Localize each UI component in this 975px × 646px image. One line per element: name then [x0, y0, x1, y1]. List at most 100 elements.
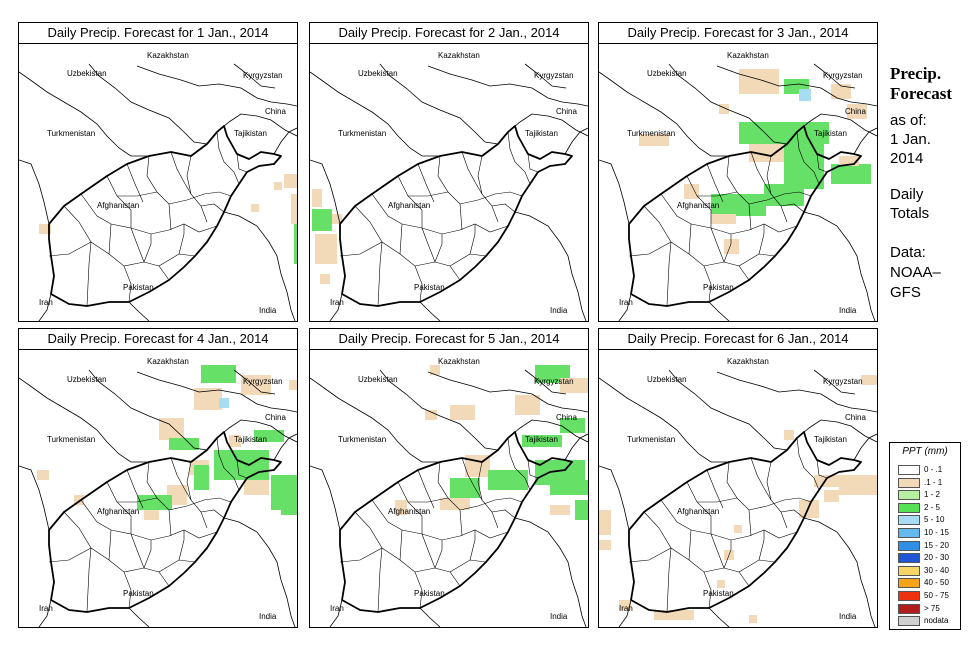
country-boundary: [564, 433, 588, 461]
afghanistan-border: [628, 125, 862, 307]
province-boundary: [371, 193, 509, 235]
precip-cell: [839, 475, 877, 495]
province-boundary: [491, 509, 516, 519]
map-label-turkmenistan: Turkmenistan: [338, 435, 386, 444]
province-boundary: [469, 224, 476, 255]
afghanistan-border: [48, 431, 282, 613]
map-label-china: China: [265, 107, 286, 116]
panel-title: Daily Precip. Forecast for 6 Jan., 2014: [599, 329, 877, 350]
province-boundary: [738, 559, 776, 573]
panel-title: Daily Precip. Forecast for 1 Jan., 2014: [19, 23, 297, 44]
precip-cell: [550, 480, 588, 495]
map-label-kazakhstan: Kazakhstan: [727, 51, 769, 60]
province-boundary: [758, 530, 765, 561]
legend-swatch: [898, 553, 920, 564]
precip-cell: [214, 450, 269, 480]
panel-title: Daily Precip. Forecast for 2 Jan., 2014: [310, 23, 588, 44]
province-boundary: [434, 234, 443, 263]
map-label-india: India: [550, 612, 568, 621]
forecast-map: Uzbekistan Kazakhstan Kyrgyzstan China Turkm…: [310, 357, 588, 627]
precip-cell: [395, 500, 407, 515]
map-label-china: China: [265, 413, 286, 422]
province-boundary: [414, 567, 461, 587]
map-label-kyrgyzstan: Kyrgyzstan: [243, 71, 283, 80]
ppt-legend: PPT (mm) 0 - .1 .1 - 1 1 - 2 2 - 5 5 - 10 10 …: [889, 442, 961, 630]
country-boundary: [19, 71, 147, 157]
map-label-pakistan: Pakistan: [414, 589, 445, 598]
province-boundary: [399, 529, 403, 561]
province-boundary: [670, 547, 712, 609]
province-boundary: [816, 153, 828, 173]
map-label-uzbekistan: Uzbekistan: [358, 69, 398, 78]
forecast-map: Uzbekistan Kazakhstan Kyrgyzstan China Turkm…: [19, 357, 297, 627]
country-boundary: [379, 369, 499, 451]
map-label-turkmenistan: Turkmenistan: [338, 129, 386, 138]
forecast-panel-1: Daily Precip. Forecast for 1 Jan., 2014 …: [18, 22, 298, 322]
legend-label: 2 - 5: [924, 502, 941, 512]
country-boundary: [524, 369, 567, 395]
country-boundary: [136, 371, 297, 413]
province-boundary: [216, 131, 240, 185]
precip-cell: [719, 104, 729, 114]
province-boundary: [339, 547, 383, 563]
country-boundary: [88, 63, 208, 145]
precip-cell: [254, 430, 284, 442]
panel-title: Daily Precip. Forecast for 3 Jan., 2014: [599, 23, 877, 44]
province-boundary: [461, 457, 483, 501]
province-boundary: [170, 457, 192, 501]
precip-cell: [284, 174, 297, 188]
province-boundary: [750, 151, 772, 195]
map-label-afghanistan: Afghanistan: [677, 507, 719, 516]
map-label-pakistan: Pakistan: [123, 589, 154, 598]
country-boundary: [708, 301, 730, 321]
side-date-year: 2014: [890, 150, 924, 167]
province-boundary: [688, 223, 692, 255]
country-boundary: [427, 65, 588, 107]
province-boundary: [130, 227, 145, 263]
map-label-kyrgyzstan: Kyrgyzstan: [534, 71, 574, 80]
map-label-iran: Iran: [330, 298, 344, 307]
country-boundary: [796, 419, 877, 443]
country-boundary: [233, 63, 276, 89]
province-boundary: [688, 529, 692, 561]
map-label-iran: Iran: [619, 604, 633, 613]
province-boundary: [63, 205, 92, 307]
province-boundary: [710, 533, 725, 569]
province-boundary: [459, 497, 523, 511]
map-label-tajikistan: Tajikistan: [234, 129, 267, 138]
map-label-afghanistan: Afghanistan: [388, 507, 430, 516]
precip-cell: [229, 435, 241, 447]
province-boundary: [80, 193, 218, 235]
map-label-iran: Iran: [39, 604, 53, 613]
province-boundary: [216, 437, 240, 491]
precip-cell: [522, 435, 562, 447]
province-boundary: [108, 529, 112, 561]
province-boundary: [780, 203, 805, 213]
map-label-uzbekistan: Uzbekistan: [358, 375, 398, 384]
province-boundary: [697, 191, 738, 197]
country-boundary: [796, 113, 877, 137]
country-boundary: [618, 293, 632, 321]
precip-cell: [684, 184, 699, 199]
province-boundary: [408, 497, 449, 503]
country-boundary: [564, 127, 588, 155]
map-label-china: China: [845, 107, 866, 116]
province-boundary: [766, 461, 788, 529]
province-boundary: [758, 224, 765, 255]
province-boundary: [381, 241, 423, 303]
province-boundary: [236, 153, 248, 173]
province-boundary: [106, 175, 132, 228]
country-boundary: [273, 433, 297, 461]
province-boundary: [748, 497, 812, 511]
map-label-afghanistan: Afghanistan: [677, 201, 719, 210]
country-boundary: [419, 607, 441, 627]
legend-label: 20 - 30: [924, 553, 949, 563]
map-label-iran: Iran: [330, 604, 344, 613]
province-boundary: [168, 497, 232, 511]
forecast-map: Uzbekistan Kazakhstan Kyrgyzstan China Turkm…: [599, 51, 877, 321]
map-label-tajikistan: Tajikistan: [234, 435, 267, 444]
legend-label: 30 - 40: [924, 565, 949, 575]
country-boundary: [19, 377, 147, 463]
country-boundary: [38, 293, 52, 321]
province-boundary: [200, 509, 225, 519]
